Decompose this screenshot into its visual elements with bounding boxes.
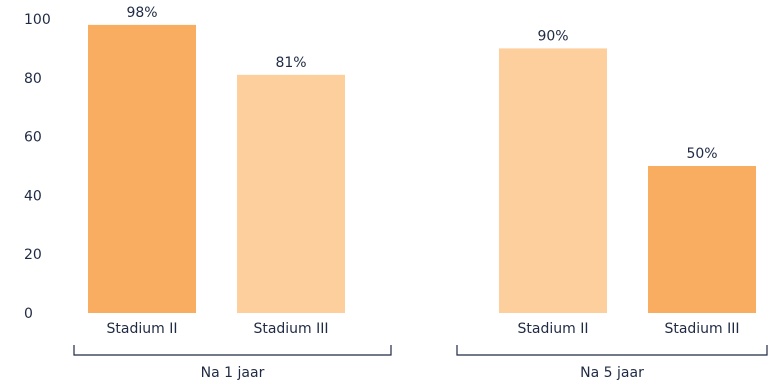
group-bracket xyxy=(456,345,768,356)
group-label: Na 1 jaar xyxy=(201,365,265,381)
bar xyxy=(648,166,756,313)
category-label: Stadium II xyxy=(518,321,589,337)
data-label: 98% xyxy=(126,5,157,21)
category-label: Stadium II xyxy=(107,321,178,337)
data-label: 81% xyxy=(275,55,306,71)
y-tick-label: 0 xyxy=(24,306,33,322)
y-tick-label: 40 xyxy=(24,188,42,204)
y-tick-label: 20 xyxy=(24,247,42,263)
bar xyxy=(88,24,196,313)
bar xyxy=(237,74,345,313)
y-tick-label: 100 xyxy=(24,12,51,28)
bars: 98% Stadium II 81% Stadium III 90% Stadium II… xyxy=(88,5,756,337)
group-label: Na 5 jaar xyxy=(580,365,644,381)
data-label: 50% xyxy=(686,146,717,162)
y-tick-label: 60 xyxy=(24,130,42,146)
group-brackets: Na 1 jaar Na 5 jaar xyxy=(73,345,768,381)
data-label: 90% xyxy=(537,28,568,44)
category-label: Stadium III xyxy=(664,321,739,337)
y-tick-label: 80 xyxy=(24,71,42,87)
bar xyxy=(499,48,607,314)
y-axis: 0 20 40 60 80 100 xyxy=(24,12,51,322)
group-bracket xyxy=(73,345,392,356)
category-label: Stadium III xyxy=(253,321,328,337)
